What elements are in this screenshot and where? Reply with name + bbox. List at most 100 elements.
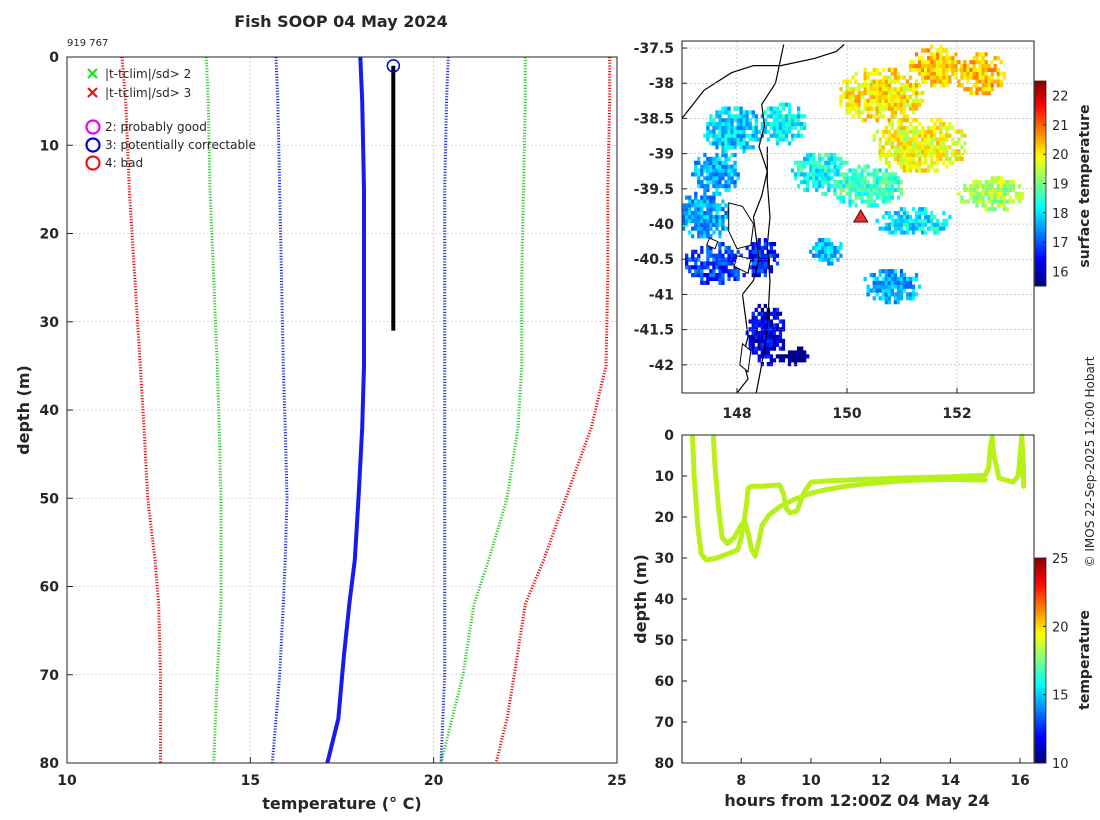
sst-cell: [927, 149, 931, 154]
sst-cell: [884, 79, 888, 84]
sst-cell: [890, 67, 894, 72]
sst-cell: [733, 168, 737, 173]
sst-cell: [1011, 199, 1015, 204]
sst-cell: [769, 358, 773, 363]
sst-cell: [748, 338, 752, 343]
sst-cell: [727, 261, 731, 266]
sst-cell: [957, 79, 961, 84]
sst-cell: [685, 207, 689, 212]
sst-cell: [902, 284, 907, 289]
sst-cell: [921, 149, 925, 154]
sst-cell: [957, 152, 961, 158]
sst-cell: [936, 60, 940, 65]
sst-cell: [899, 91, 904, 96]
sst-cell: [715, 218, 719, 223]
sst-cell: [790, 114, 795, 119]
sst-cell: [718, 156, 722, 161]
sst-cell: [718, 122, 722, 127]
sst-cell: [839, 187, 843, 192]
sst-cell: [1005, 187, 1009, 192]
sst-cell: [718, 257, 722, 262]
sst-cell: [766, 346, 770, 351]
sst-cell: [712, 183, 716, 189]
sst-cell: [842, 187, 846, 192]
sst-cell: [803, 164, 807, 169]
sst-cell: [948, 79, 952, 84]
sst-cell: [890, 269, 894, 274]
sst-cell: [890, 133, 894, 138]
sst-cell: [712, 180, 716, 185]
sst-cell: [933, 226, 937, 231]
sst-cell: [1008, 199, 1012, 204]
sst-cell: [890, 91, 894, 96]
sst-cell: [721, 183, 725, 189]
sst-cell: [694, 203, 698, 208]
sst-cell: [902, 114, 907, 119]
sst-cell: [830, 245, 834, 251]
sst-cell: [945, 149, 949, 154]
sst-cell: [933, 63, 937, 69]
sst-cell: [703, 230, 707, 235]
sst-map: 148 150 152-37.5-38-38.5-39-39.5-40-40.5-4…: [634, 40, 1093, 422]
sst-cell: [860, 91, 864, 96]
sst-cell: [757, 311, 761, 316]
sst-cell: [872, 284, 876, 289]
sst-cell: [893, 71, 898, 76]
sst-cell: [824, 249, 828, 254]
legend-cross-icon: [87, 68, 98, 79]
sst-cell: [760, 245, 764, 251]
sst-cell: [872, 83, 876, 88]
sst-cell: [969, 75, 973, 80]
sst-cell: [957, 191, 961, 196]
legend-cross-label: |t-tclim|/sd> 3: [105, 86, 191, 100]
sst-cell: [875, 280, 879, 285]
sst-cell: [775, 261, 780, 266]
map-y-tick-label: -41.5: [634, 323, 674, 339]
sst-cell: [872, 91, 876, 96]
td-y-tick-label: 0: [664, 428, 674, 444]
sst-cell: [836, 183, 840, 189]
sst-cell: [778, 133, 783, 138]
sst-cell: [763, 110, 767, 115]
sst-cell: [939, 145, 943, 150]
sst-cell: [712, 214, 716, 220]
sst-cell: [872, 133, 876, 138]
sst-cell: [821, 180, 825, 185]
sst-cell: [715, 261, 719, 266]
sst-cell: [893, 222, 898, 227]
sst-cell: [830, 156, 834, 161]
sst-cell: [685, 222, 689, 227]
sst-cell: [775, 315, 780, 320]
sst-cell: [694, 199, 698, 204]
time-depth-track: [690, 433, 1026, 563]
sst-cell: [921, 98, 925, 103]
sst-cell: [924, 230, 928, 235]
sst-cell: [914, 149, 919, 154]
sst-cell: [905, 129, 910, 134]
sst-cell: [757, 261, 761, 266]
sst-cell: [757, 358, 761, 363]
sst-cell: [830, 261, 834, 266]
sst-cell: [945, 137, 949, 142]
sst-cell: [878, 187, 882, 192]
sst-cell: [890, 79, 894, 84]
colorbar-segment: [1035, 640, 1046, 644]
sst-cell: [751, 114, 755, 119]
sst-cell: [918, 67, 922, 72]
coastline-path: [755, 146, 771, 393]
sst-cell: [857, 106, 861, 111]
sst-cell: [957, 137, 961, 142]
sst-cell: [899, 149, 904, 154]
colorbar-segment: [1035, 629, 1046, 634]
sst-cell: [884, 273, 888, 278]
sst-cell: [857, 172, 861, 177]
sst-cell: [836, 168, 840, 173]
sst-cell: [872, 71, 876, 76]
sst-cell: [884, 191, 888, 196]
sst-cell: [890, 110, 894, 115]
sst-cell: [945, 67, 949, 72]
sst-cell: [763, 265, 767, 270]
sst-cell: [784, 133, 789, 138]
sst-cell: [963, 87, 967, 92]
